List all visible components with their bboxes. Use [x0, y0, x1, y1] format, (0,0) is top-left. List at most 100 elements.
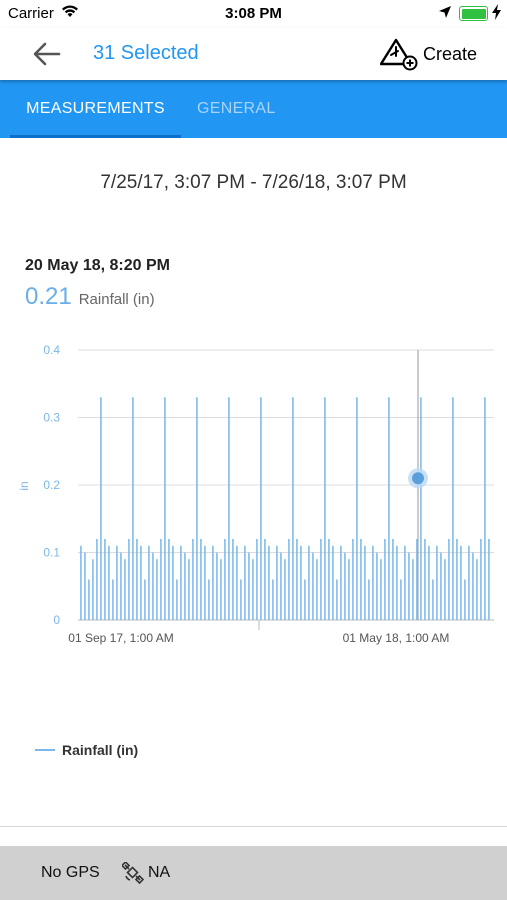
bar [184, 552, 186, 620]
bar [220, 559, 222, 620]
gps-status: No GPS [41, 864, 100, 881]
bar [312, 552, 314, 620]
bar [296, 539, 298, 620]
bar [396, 545, 398, 620]
bar [284, 559, 286, 620]
navigation-bar: 31 Selected Create [0, 28, 507, 80]
bar [128, 539, 130, 620]
bar [428, 545, 430, 620]
bar [288, 539, 290, 620]
bar [420, 397, 422, 620]
tab-measurements[interactable]: MEASUREMENTS [10, 80, 181, 138]
bar [360, 539, 362, 620]
bar [240, 579, 242, 620]
location-arrow-icon [439, 6, 451, 18]
bar [412, 559, 414, 620]
bar [468, 545, 470, 620]
bar [440, 552, 442, 620]
bar [424, 539, 426, 620]
bar [364, 545, 366, 620]
bar [264, 539, 266, 620]
bar [352, 539, 354, 620]
bar [476, 559, 478, 620]
clock: 3:08 PM [225, 5, 282, 22]
bar [292, 397, 294, 620]
selected-point-date: 20 May 18, 8:20 PM [25, 257, 170, 274]
bar [472, 552, 474, 620]
bar [124, 559, 126, 620]
bar [172, 545, 174, 620]
bar [484, 397, 486, 620]
bar [308, 545, 310, 620]
bar [252, 559, 254, 620]
create-button[interactable]: Create [380, 36, 477, 72]
bar [88, 579, 90, 620]
bar [196, 397, 198, 620]
bar [324, 397, 326, 620]
x-tick-label: 01 Sep 17, 1:00 AM [68, 631, 173, 645]
y-axis-label: in [17, 481, 31, 490]
y-tick-label: 0.3 [43, 411, 60, 425]
bar [380, 559, 382, 620]
bar [280, 552, 282, 620]
bar [144, 579, 146, 620]
rainfall-chart[interactable]: 0 0.1 0.2 0.3 0.4 01 Sep 17, 1:00 AM 01 May 18… [0, 330, 507, 660]
selection-count-title: 31 Selected [93, 42, 199, 64]
bar [152, 552, 154, 620]
create-label: Create [423, 43, 478, 64]
bar [344, 552, 346, 620]
tab-general[interactable]: GENERAL [197, 100, 276, 117]
wifi-icon [62, 5, 78, 17]
status-bar: Carrier 3:08 PM [0, 0, 507, 28]
bar [456, 539, 458, 620]
battery-icon [459, 6, 488, 21]
selected-value-number: 0.21 [25, 283, 72, 310]
bar [300, 545, 302, 620]
bar [404, 545, 406, 620]
bar [304, 579, 306, 620]
bar [372, 545, 374, 620]
bar [232, 539, 234, 620]
bar [84, 552, 86, 620]
bar [92, 559, 94, 620]
bar [376, 552, 378, 620]
bar [276, 545, 278, 620]
footer-bar: No GPS NA [0, 846, 507, 900]
bar [488, 539, 490, 620]
legend-label: Rainfall (in) [62, 742, 139, 758]
bar [460, 545, 462, 620]
bar [104, 539, 106, 620]
bar [120, 552, 122, 620]
bar [256, 539, 258, 620]
arrow-left-icon[interactable] [30, 37, 64, 71]
bar [392, 539, 394, 620]
bar [228, 397, 230, 620]
bar [448, 539, 450, 620]
chart-legend: Rainfall (in) [35, 742, 138, 758]
y-tick-label: 0.4 [43, 343, 60, 357]
date-range: 7/25/17, 3:07 PM - 7/26/18, 3:07 PM [100, 172, 407, 193]
bar [204, 545, 206, 620]
bar [260, 397, 262, 620]
bar [400, 579, 402, 620]
bar [268, 545, 270, 620]
bar [348, 559, 350, 620]
bar [436, 545, 438, 620]
bar [248, 552, 250, 620]
bar [356, 397, 358, 620]
y-tick-label: 0 [53, 613, 60, 627]
bar [192, 539, 194, 620]
y-tick-label: 0.2 [43, 478, 60, 492]
bar [408, 552, 410, 620]
bar [208, 579, 210, 620]
bar [164, 397, 166, 620]
bar [244, 545, 246, 620]
map-pin-add-icon [380, 38, 418, 71]
bar [180, 545, 182, 620]
satellite-status: NA [148, 864, 171, 881]
bar [444, 559, 446, 620]
bar [96, 539, 98, 620]
bar [320, 539, 322, 620]
bar [480, 539, 482, 620]
bar [340, 545, 342, 620]
